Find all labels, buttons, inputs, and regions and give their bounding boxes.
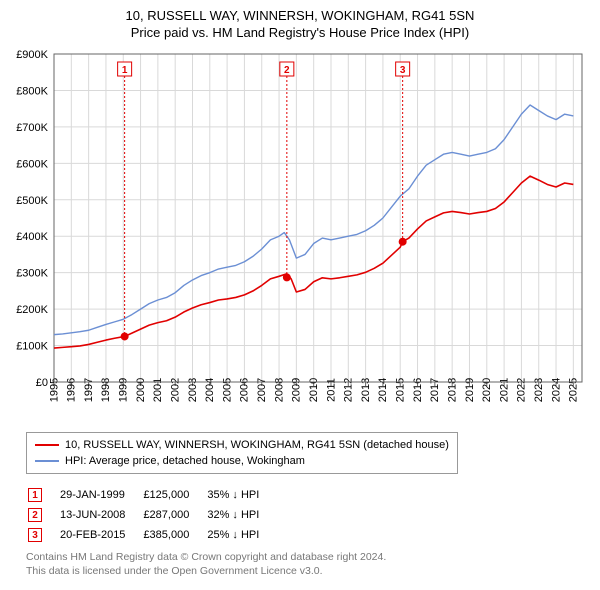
annotation-delta: 35% ↓ HPI (207, 486, 275, 504)
svg-text:2013: 2013 (360, 378, 372, 402)
chart-container: £0 £100K £200K £300K £400K £500K £600K £700K £80… (8, 46, 592, 426)
svg-text:3: 3 (400, 65, 406, 76)
footer-attribution: Contains HM Land Registry data © Crown c… (26, 550, 592, 578)
annotation-delta: 32% ↓ HPI (207, 506, 275, 524)
svg-text:2006: 2006 (239, 378, 251, 402)
annotation-price: £385,000 (143, 526, 205, 544)
legend-swatch (35, 444, 59, 446)
svg-text:2016: 2016 (412, 378, 424, 402)
footer-line-2: This data is licensed under the Open Gov… (26, 564, 592, 578)
svg-text:1: 1 (122, 65, 128, 76)
svg-text:2018: 2018 (446, 378, 458, 402)
svg-text:2025: 2025 (568, 378, 580, 402)
svg-text:2019: 2019 (464, 378, 476, 402)
legend-label: HPI: Average price, detached house, Woki… (65, 453, 305, 469)
svg-text:2010: 2010 (308, 378, 320, 402)
svg-text:1999: 1999 (118, 378, 130, 402)
chart-title-subtitle: Price paid vs. HM Land Registry's House … (8, 25, 592, 40)
annotation-marker: 2 (28, 508, 42, 522)
annotation-date: 13-JUN-2008 (60, 506, 141, 524)
svg-text:2015: 2015 (395, 378, 407, 402)
svg-text:2020: 2020 (481, 378, 493, 402)
svg-text:2000: 2000 (135, 378, 147, 402)
chart-title-address: 10, RUSSELL WAY, WINNERSH, WOKINGHAM, RG… (8, 8, 592, 23)
legend-item: 10, RUSSELL WAY, WINNERSH, WOKINGHAM, RG… (35, 437, 449, 453)
legend-box: 10, RUSSELL WAY, WINNERSH, WOKINGHAM, RG… (26, 432, 458, 474)
svg-text:2008: 2008 (273, 378, 285, 402)
annotation-marker: 1 (28, 488, 42, 502)
svg-text:£300K: £300K (16, 268, 48, 280)
svg-text:2003: 2003 (187, 378, 199, 402)
svg-text:£400K: £400K (16, 231, 48, 243)
annotation-date: 29-JAN-1999 (60, 486, 141, 504)
annotation-delta: 25% ↓ HPI (207, 526, 275, 544)
annotation-price: £287,000 (143, 506, 205, 524)
legend-swatch (35, 460, 59, 462)
annotation-row: 3 20-FEB-2015£385,00025% ↓ HPI (28, 526, 275, 544)
svg-text:2023: 2023 (533, 378, 545, 402)
svg-text:2001: 2001 (152, 378, 164, 402)
annotation-date: 20-FEB-2015 (60, 526, 141, 544)
svg-text:2014: 2014 (377, 378, 389, 402)
annotation-row: 2 13-JUN-2008£287,00032% ↓ HPI (28, 506, 275, 524)
svg-text:2021: 2021 (498, 378, 510, 402)
legend-item: HPI: Average price, detached house, Woki… (35, 453, 449, 469)
svg-text:2005: 2005 (221, 378, 233, 402)
svg-text:2012: 2012 (343, 378, 355, 402)
svg-text:2002: 2002 (169, 378, 181, 402)
svg-text:£500K: £500K (16, 195, 48, 207)
svg-text:2007: 2007 (256, 378, 268, 402)
svg-text:2009: 2009 (291, 378, 303, 402)
svg-text:2022: 2022 (516, 378, 528, 402)
svg-text:£200K: £200K (16, 304, 48, 316)
svg-text:£600K: £600K (16, 158, 48, 170)
annotation-price: £125,000 (143, 486, 205, 504)
legend-label: 10, RUSSELL WAY, WINNERSH, WOKINGHAM, RG… (65, 437, 449, 453)
annotation-table: 1 29-JAN-1999£125,00035% ↓ HPI 2 13-JUN-200… (26, 484, 277, 546)
svg-text:£800K: £800K (16, 85, 48, 97)
footer-line-1: Contains HM Land Registry data © Crown c… (26, 550, 592, 564)
annotation-marker: 3 (28, 528, 42, 542)
svg-text:1997: 1997 (83, 378, 95, 402)
svg-text:2: 2 (284, 65, 290, 76)
chart-title-block: 10, RUSSELL WAY, WINNERSH, WOKINGHAM, RG… (8, 8, 592, 40)
svg-text:£900K: £900K (16, 49, 48, 61)
annotation-row: 1 29-JAN-1999£125,00035% ↓ HPI (28, 486, 275, 504)
svg-text:£100K: £100K (16, 341, 48, 353)
svg-text:2024: 2024 (550, 378, 562, 402)
svg-text:1996: 1996 (66, 378, 78, 402)
svg-text:1998: 1998 (100, 378, 112, 402)
svg-text:2017: 2017 (429, 378, 441, 402)
svg-text:2004: 2004 (204, 378, 216, 402)
svg-text:£700K: £700K (16, 122, 48, 134)
svg-text:£0: £0 (36, 377, 48, 389)
line-chart: £0 £100K £200K £300K £400K £500K £600K £700K £80… (8, 46, 592, 426)
